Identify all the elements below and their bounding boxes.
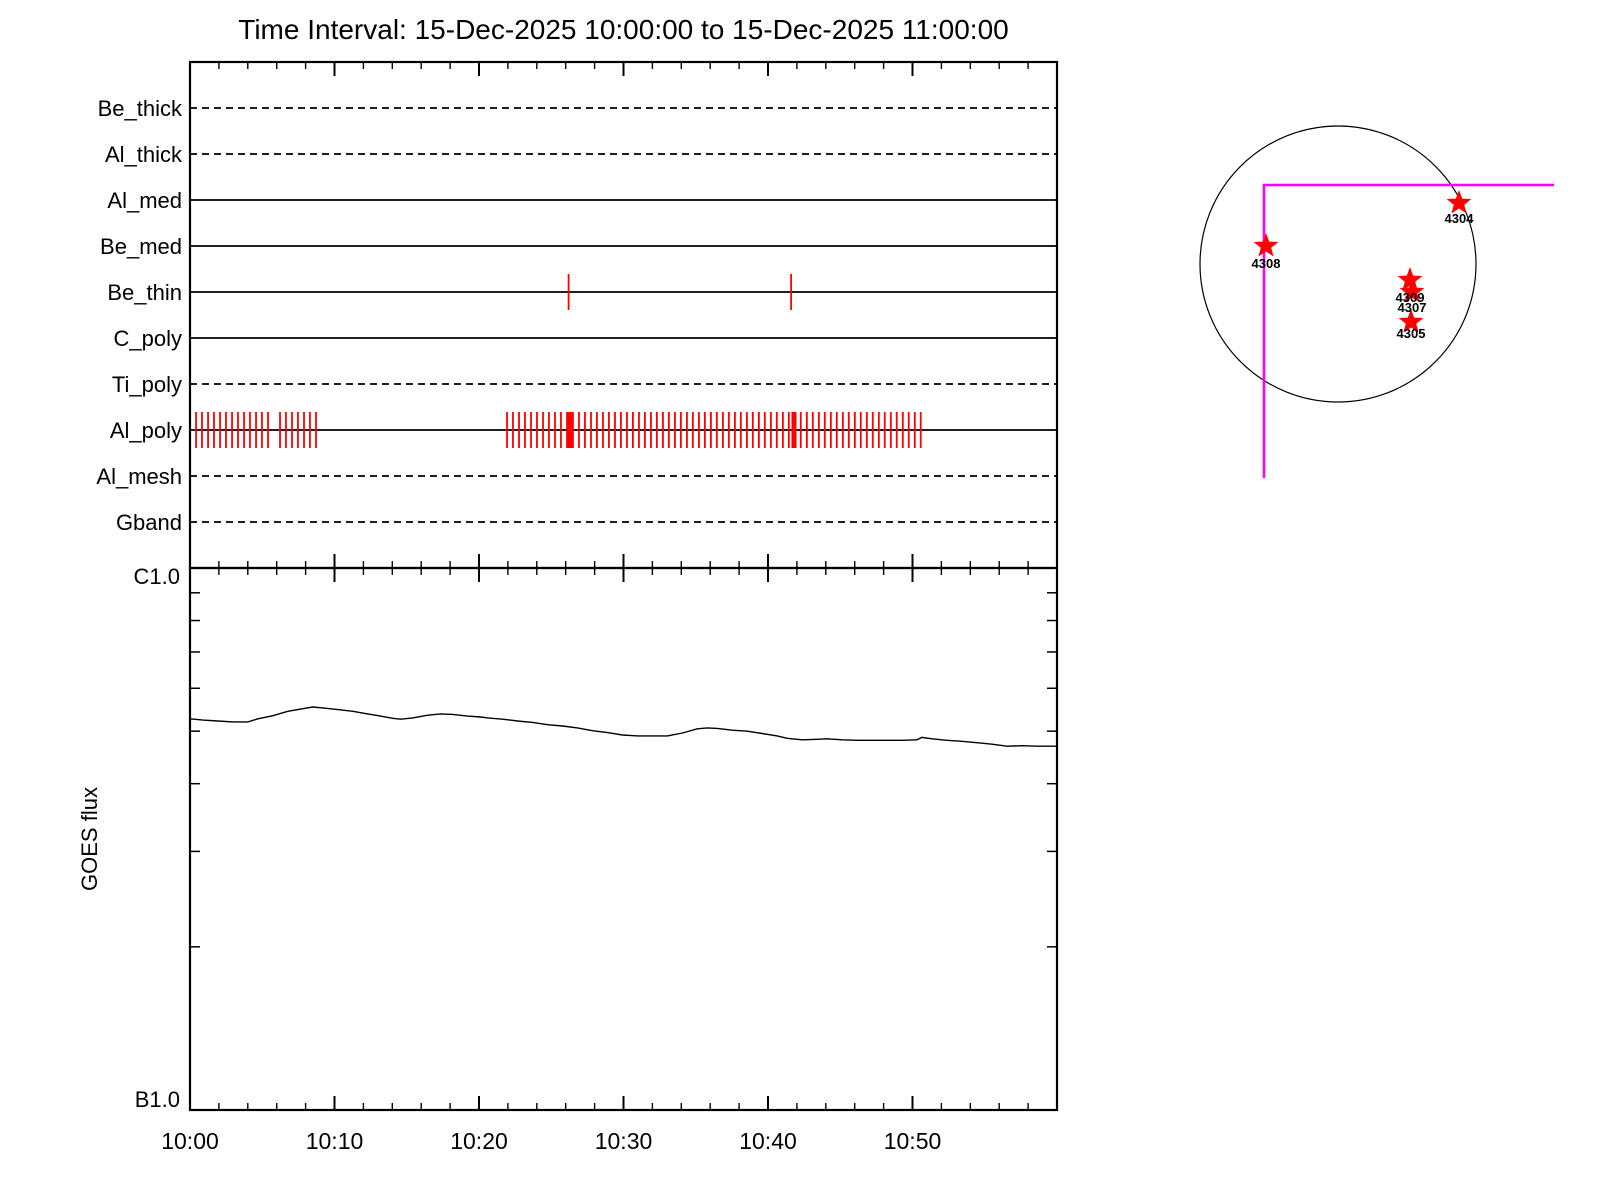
active-region-label-4309: 4309 [1396,290,1425,305]
active-region-label-4305: 4305 [1397,326,1426,341]
active-region-star-4304 [1446,190,1472,214]
x-tick-label: 10:10 [306,1128,364,1154]
filter-label-Al_med: Al_med [107,188,182,213]
solar-limb-circle [1199,125,1477,403]
x-tick-label: 10:20 [450,1128,508,1154]
timeline-plot-border [188,60,1059,570]
goes-y-axis-title: GOES flux [77,787,102,891]
x-tick-label: 10:50 [884,1128,942,1154]
x-tick-label: 10:30 [595,1128,653,1154]
plot-title: Time Interval: 15-Dec-2025 10:00:00 to 1… [238,14,1009,45]
active-region-label-4304: 4304 [1445,211,1475,226]
filter-label-Be_thick: Be_thick [98,96,183,121]
x-tick-label: 10:40 [739,1128,797,1154]
active-region-label-4307: 4307 [1398,300,1427,315]
active-region-star-4305 [1398,309,1424,333]
goes-y-top-label: C1.0 [134,564,180,589]
active-region-star-4308 [1253,233,1279,257]
filter-label-Gband: Gband [116,510,182,535]
active-region-star-4309 [1397,267,1423,291]
filter-label-Al_thick: Al_thick [105,142,183,167]
goes-plot-border [188,566,1059,1112]
filter-label-Al_poly: Al_poly [110,418,182,443]
filter-label-Be_med: Be_med [100,234,182,259]
filter-label-Ti_poly: Ti_poly [112,372,182,397]
active-region-label-4308: 4308 [1252,256,1281,271]
exposure-timeline-plot: Be_thick Al_thick Al_med Be_med Be_thin C_pol… [96,60,1059,570]
goes-y-bottom-label: B1.0 [135,1087,180,1112]
filter-label-Be_thin: Be_thin [107,280,182,305]
active-region-star-4307 [1399,279,1425,303]
x-tick-label: 10:00 [161,1128,219,1154]
fov-box-outline [1262,183,1554,478]
filter-label-C_poly: C_poly [114,326,182,351]
filter-label-Al_mesh: Al_mesh [96,464,182,489]
goes-flux-plot: C1.0 B1.0 GOES flux 10:00 10:10 10:20 10:30 10:… [77,564,1059,1154]
goes-flux-curve [189,706,1057,747]
